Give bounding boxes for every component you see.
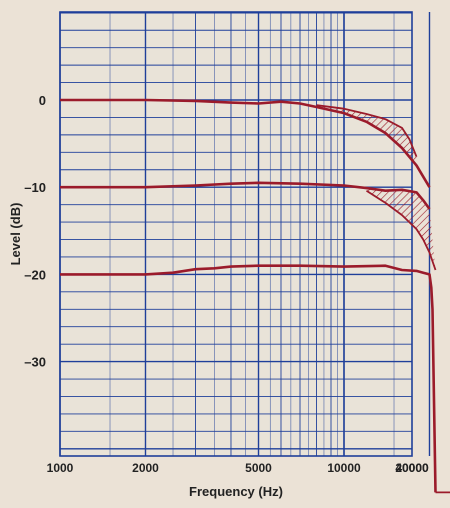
series-line bbox=[316, 104, 418, 158]
shaded-region bbox=[316, 105, 417, 166]
x-tick-label: 1000 bbox=[47, 461, 74, 475]
y-tick-label: –20 bbox=[24, 267, 46, 282]
x-tick-label: 5000 bbox=[245, 461, 272, 475]
series-line bbox=[60, 98, 431, 188]
shaded-tolerance-regions bbox=[316, 105, 436, 271]
y-tick-label: –10 bbox=[24, 180, 46, 195]
y-tick-labels: 0 –10 –20 –30 bbox=[24, 93, 46, 370]
x-tick-label: 10000 bbox=[327, 461, 361, 475]
y-axis-label: Level (dB) bbox=[8, 203, 23, 266]
series-line bbox=[60, 181, 431, 210]
grid-lines bbox=[59, 11, 431, 457]
y-tick-label: 0 bbox=[39, 93, 46, 108]
x-tick-label: 2000 bbox=[132, 461, 159, 475]
shaded-region bbox=[366, 188, 436, 271]
series-line bbox=[366, 189, 437, 271]
x-tick-label: 40000 bbox=[395, 461, 429, 475]
plot-area bbox=[60, 12, 412, 456]
y-tick-label: –30 bbox=[24, 355, 46, 370]
series-line bbox=[60, 264, 437, 493]
x-tick-label: 20000 bbox=[395, 461, 429, 475]
x-axis-label: Frequency (Hz) bbox=[189, 484, 283, 499]
response-traces bbox=[60, 98, 450, 494]
plot-border bbox=[59, 11, 413, 457]
